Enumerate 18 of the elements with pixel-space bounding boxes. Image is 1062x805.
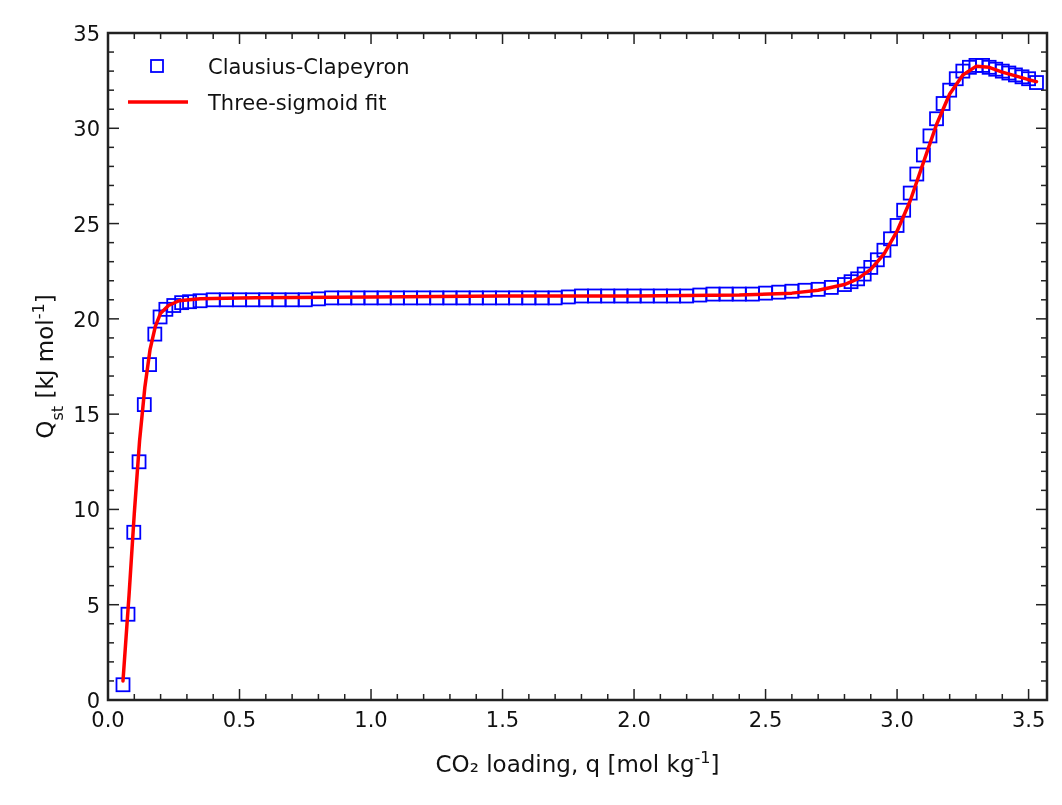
y-tick-label: 25 (73, 212, 100, 237)
y-tick-label: 35 (73, 22, 100, 46)
x-tick-label: 2.0 (617, 708, 651, 732)
x-tick-label: 0.5 (222, 708, 257, 732)
x-tick-label: 0.0 (91, 708, 125, 732)
legend-label: Clausius-Clapeyron (208, 55, 410, 79)
y-tick-label: 20 (73, 307, 100, 332)
y-tick-label: 5 (86, 593, 100, 618)
y-tick-label: 15 (73, 403, 100, 428)
y-tick-label: 10 (73, 498, 100, 523)
y-tick-label: 30 (73, 117, 100, 142)
legend-label: Three-sigmoid fit (207, 91, 387, 115)
x-tick-label: 2.5 (748, 708, 783, 732)
x-axis-title: CO₂ loading, q [mol kg$^{-1}$] (435, 747, 720, 777)
x-tick-label: 1.0 (354, 708, 388, 732)
x-tick-label: 1.5 (485, 708, 520, 732)
x-tick-label: 3.5 (1011, 708, 1046, 732)
x-tick-label: 3.0 (880, 708, 914, 732)
